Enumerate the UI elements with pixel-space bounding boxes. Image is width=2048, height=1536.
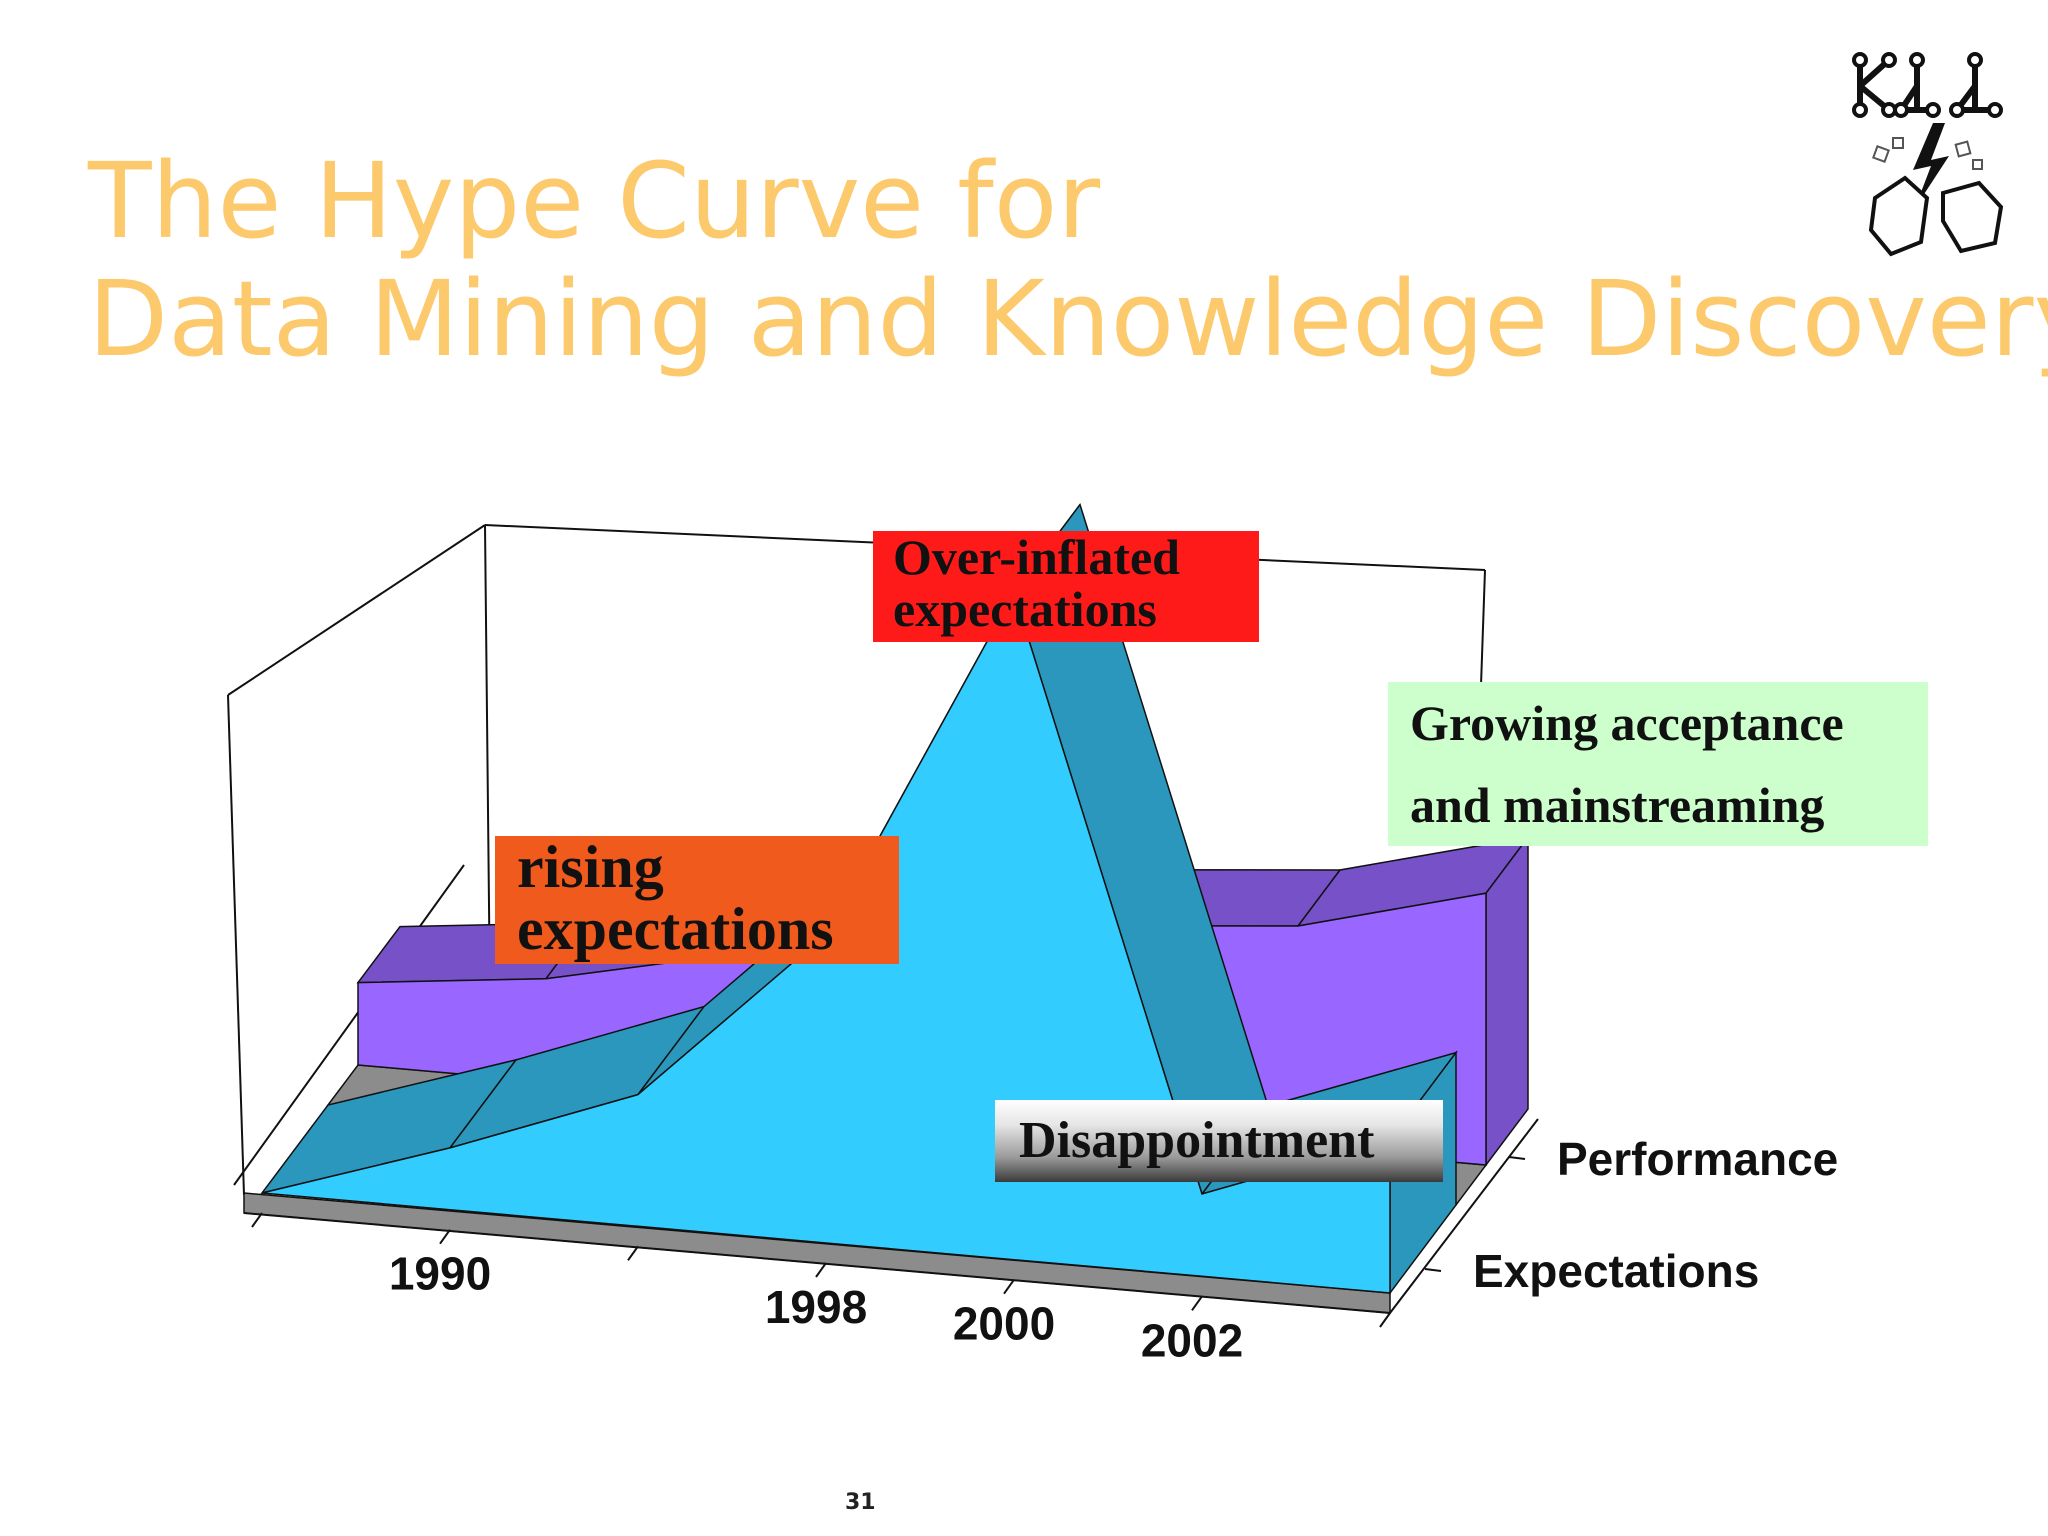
series-tick-performance [1508, 1156, 1526, 1160]
growing-line-1: Growing acceptance [1410, 695, 1844, 751]
rising-line-2: expectations [517, 896, 834, 962]
chart-frame-left-floor [233, 864, 465, 1186]
series-axis-line [1389, 1118, 1539, 1314]
slide-title-line-1: The Hype Curve for [88, 140, 1101, 262]
x-axis-line [243, 1212, 1391, 1314]
x-tick-5 [1191, 1295, 1203, 1311]
series-label-performance: Performance [1557, 1133, 1838, 1185]
series-tick-expectations [1424, 1268, 1442, 1272]
x-tick-label-2002: 2002 [1141, 1314, 1243, 1366]
x-tick-3 [815, 1262, 827, 1278]
slide-title: The Hype Curve for Data Mining and Knowl… [88, 142, 2048, 378]
disappointment-label: Disappointment [1019, 1112, 1375, 1169]
kdd-logo-icon [1852, 52, 2004, 257]
slide-title-line-2: Data Mining and Knowledge Discovery [88, 258, 2048, 380]
chart-frame-back-left [484, 524, 491, 1001]
rising-expectations-callout: rising expectations [495, 836, 899, 964]
series-label-expectations: Expectations [1473, 1245, 1759, 1297]
x-tick-6 [1379, 1312, 1391, 1328]
x-tick-label-2000: 2000 [953, 1298, 1055, 1350]
chart-frame-left-edge [227, 694, 245, 1196]
x-tick-1 [439, 1229, 451, 1245]
over-inflated-line-2: expectations [893, 581, 1157, 637]
over-inflated-expectations-callout: Over-inflated expectations [873, 531, 1259, 642]
x-tick-2 [627, 1245, 639, 1261]
x-tick-4 [1003, 1279, 1015, 1295]
x-tick-label-1990: 1990 [389, 1248, 491, 1300]
growing-acceptance-callout: Growing acceptance and mainstreaming [1388, 682, 1928, 846]
growing-line-2: and mainstreaming [1410, 777, 1825, 833]
chart-frame-top-left [227, 524, 486, 696]
disappointment-callout: Disappointment [995, 1100, 1443, 1182]
over-inflated-line-1: Over-inflated [893, 529, 1180, 585]
performance-series-end-cap [1485, 834, 1529, 1168]
page-number: 31 [845, 1490, 876, 1515]
rising-line-1: rising [517, 834, 664, 900]
x-tick-label-1998: 1998 [765, 1281, 867, 1333]
